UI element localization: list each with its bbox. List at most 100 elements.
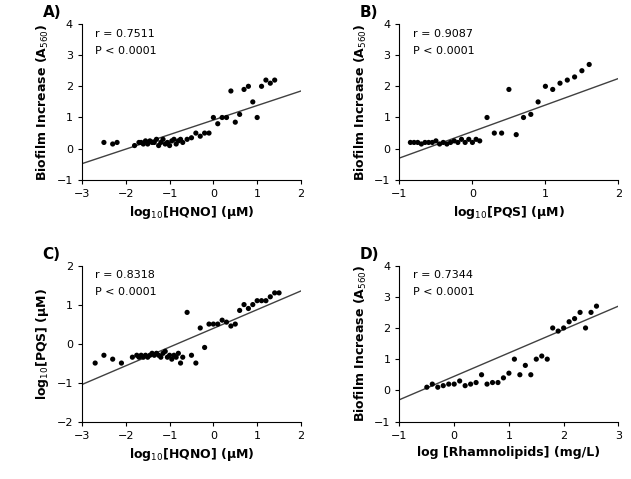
- Point: [416, 140, 427, 148]
- Point: [413, 138, 423, 146]
- Point: [438, 138, 448, 146]
- Point: [265, 80, 275, 87]
- Point: [548, 324, 558, 332]
- Point: [558, 324, 569, 332]
- Point: [143, 354, 153, 361]
- Point: [422, 383, 432, 391]
- Text: D): D): [360, 247, 380, 262]
- Point: [112, 138, 122, 146]
- Point: [178, 138, 188, 146]
- Point: [466, 380, 476, 388]
- Point: [108, 355, 118, 363]
- Point: [167, 137, 177, 145]
- Point: [468, 138, 478, 146]
- Y-axis label: Biofilm Increase (A$_{560}$): Biofilm Increase (A$_{560}$): [352, 265, 369, 422]
- Point: [217, 316, 227, 324]
- Point: [269, 76, 280, 84]
- Point: [509, 355, 519, 363]
- Point: [252, 297, 262, 305]
- Point: [542, 355, 552, 363]
- Point: [141, 137, 151, 145]
- Point: [449, 137, 459, 145]
- Point: [460, 138, 470, 146]
- Text: r = 0.9087: r = 0.9087: [413, 29, 473, 39]
- Point: [213, 120, 223, 127]
- Text: r = 0.7344: r = 0.7344: [413, 270, 473, 280]
- Point: [519, 114, 529, 121]
- Text: P < 0.0001: P < 0.0001: [413, 287, 475, 297]
- Point: [108, 140, 118, 148]
- X-axis label: log$_{10}$[PQS] (μM): log$_{10}$[PQS] (μM): [453, 205, 565, 221]
- Point: [409, 138, 419, 146]
- Point: [261, 76, 271, 84]
- Point: [252, 114, 262, 121]
- Point: [493, 379, 503, 387]
- X-axis label: log$_{10}$[HQNO] (μM): log$_{10}$[HQNO] (μM): [129, 205, 254, 221]
- Point: [504, 86, 514, 93]
- Point: [182, 308, 192, 316]
- Point: [586, 308, 596, 316]
- Point: [175, 136, 186, 143]
- Point: [423, 138, 433, 146]
- Point: [160, 140, 170, 148]
- Point: [476, 371, 487, 378]
- Text: A): A): [43, 5, 61, 20]
- Point: [165, 142, 175, 149]
- Point: [577, 67, 587, 75]
- Point: [498, 374, 509, 382]
- Point: [531, 355, 541, 363]
- Point: [420, 138, 430, 146]
- Point: [153, 352, 163, 359]
- Point: [199, 343, 209, 351]
- Point: [482, 114, 492, 121]
- Point: [171, 354, 181, 361]
- Point: [204, 320, 214, 328]
- Y-axis label: log$_{10}$[PQS] (μM): log$_{10}$[PQS] (μM): [34, 287, 51, 399]
- Point: [149, 138, 159, 146]
- Point: [248, 98, 258, 106]
- Point: [591, 302, 601, 310]
- Point: [147, 138, 157, 146]
- Point: [540, 82, 550, 90]
- Point: [182, 136, 192, 143]
- Point: [99, 352, 109, 359]
- Point: [261, 297, 271, 305]
- Point: [464, 136, 474, 143]
- Point: [136, 138, 146, 146]
- Point: [244, 305, 254, 312]
- Point: [162, 138, 172, 146]
- Point: [90, 359, 100, 367]
- Text: r = 0.7511: r = 0.7511: [95, 29, 155, 39]
- Point: [132, 352, 142, 359]
- Point: [488, 379, 498, 387]
- Point: [174, 137, 184, 145]
- Point: [145, 137, 155, 145]
- Point: [265, 293, 275, 301]
- Point: [521, 362, 531, 369]
- Point: [138, 140, 148, 148]
- X-axis label: log [Rhamnolipids] (mg/L): log [Rhamnolipids] (mg/L): [417, 446, 601, 459]
- Text: r = 0.8318: r = 0.8318: [95, 270, 155, 280]
- Point: [195, 132, 205, 140]
- Point: [537, 352, 547, 360]
- Point: [141, 352, 151, 359]
- Point: [169, 352, 179, 359]
- Point: [158, 136, 168, 143]
- Point: [134, 138, 144, 146]
- Point: [471, 379, 481, 387]
- Point: [191, 359, 201, 367]
- Point: [555, 80, 565, 87]
- Point: [153, 142, 163, 149]
- Text: P < 0.0001: P < 0.0001: [413, 46, 475, 56]
- Point: [445, 138, 456, 146]
- Point: [217, 114, 227, 121]
- Point: [475, 137, 485, 145]
- Point: [174, 350, 184, 357]
- Point: [482, 380, 492, 388]
- Point: [581, 324, 591, 332]
- Point: [151, 136, 162, 143]
- Point: [186, 134, 196, 142]
- Point: [405, 138, 415, 146]
- Text: B): B): [360, 5, 379, 20]
- Point: [504, 369, 514, 377]
